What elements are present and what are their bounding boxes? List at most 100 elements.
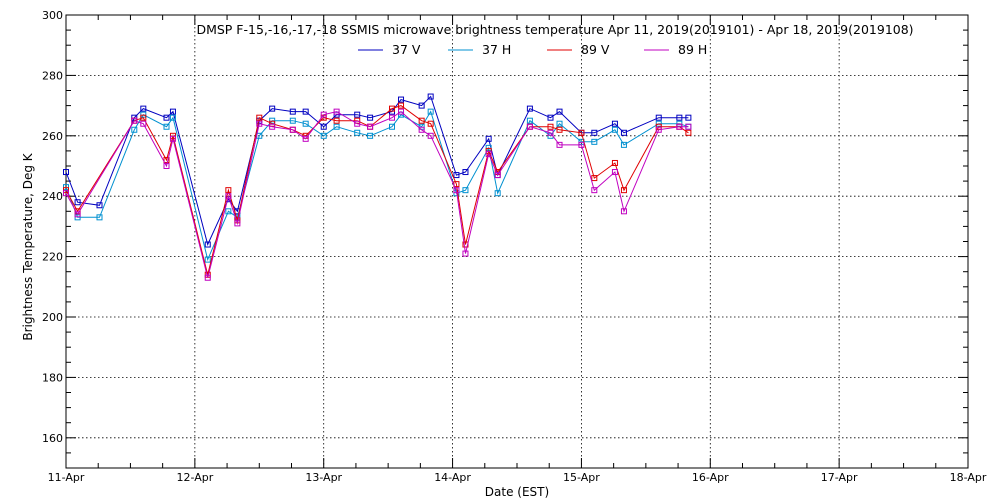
data-point-marker [289,117,296,124]
data-point-marker [485,150,492,157]
data-point-marker [591,175,598,182]
data-point-marker [163,123,170,130]
data-point-marker [140,114,147,121]
data-point-marker [302,135,309,142]
axis-ticks: 160 180 200 220 240 260 280 300 11-Apr 12-Apr 13-A… [42,9,987,484]
data-point-marker [398,108,405,115]
data-point-marker [620,129,627,136]
data-point-marker [354,129,361,136]
data-point-marker [427,132,434,139]
data-point-marker [63,184,69,191]
y-tick-label: 260 [42,130,63,143]
legend-item: 89 V [547,42,610,57]
data-point-marker [96,202,103,209]
series-37-v [63,93,692,248]
data-point-marker [333,108,340,115]
series-line [65,95,689,246]
data-point-marker [526,117,533,124]
data-point-marker [333,117,340,124]
data-point-marker [367,132,374,139]
data-point-marker [320,132,327,139]
data-point-marker [453,172,460,179]
data-point-marker [389,123,396,130]
y-tick-label: 200 [42,311,63,324]
data-point-marker [131,126,138,133]
y-tick-label: 280 [42,69,63,82]
data-point-marker [131,117,138,124]
series-lines [63,93,692,281]
data-point-marker [169,114,176,121]
legend-item: 37 V [358,42,421,57]
data-point-marker [163,156,170,163]
data-point-marker [333,123,340,130]
data-point-marker [140,111,147,118]
data-point-marker [494,190,501,197]
y-tick-label: 300 [42,9,63,22]
data-point-marker [354,120,361,127]
y-tick-label: 220 [42,251,63,264]
data-point-marker [302,108,309,115]
data-point-marker [685,114,692,121]
data-point-marker [354,111,361,118]
data-point-marker [547,129,554,136]
x-tick-label: 18-Apr [950,471,987,484]
data-point-marker [289,126,296,133]
x-axis-label: Date (EST) [485,485,549,499]
data-point-marker [63,169,69,176]
legend-item: 89 H [644,42,707,57]
data-point-marker [269,105,276,112]
x-tick-label: 16-Apr [692,471,729,484]
data-point-marker [676,123,683,130]
data-point-marker [74,199,81,206]
data-point-marker [96,214,103,221]
data-point-marker [225,208,232,215]
data-point-marker [225,187,232,194]
series-line [65,110,689,262]
data-point-marker [204,256,211,263]
y-tick-label: 180 [42,371,63,384]
data-point-marker [526,123,533,130]
data-point-marker [418,126,425,133]
data-point-marker [63,187,69,194]
data-point-marker [547,123,554,130]
x-tick-label: 14-Apr [434,471,471,484]
data-point-marker [389,114,396,121]
data-point-marker [427,108,434,115]
data-point-marker [578,129,585,136]
data-point-marker [591,138,598,145]
data-point-marker [578,141,585,148]
y-tick-label: 160 [42,432,63,445]
data-point-marker [418,102,425,109]
data-point-marker [485,135,492,142]
data-point-marker [169,135,176,142]
data-point-marker [398,96,405,103]
data-point-marker [320,111,327,118]
chart-title: DMSP F-15,-16,-17,-18 SSMIS microwave br… [196,22,913,37]
data-point-marker [611,126,618,133]
data-point-marker [140,105,147,112]
data-point-marker [234,220,241,227]
x-tick-label: 15-Apr [563,471,600,484]
data-point-marker [389,105,396,112]
grid-lines [66,15,968,468]
x-tick-label: 12-Apr [176,471,213,484]
data-point-marker [418,117,425,124]
data-point-marker [204,274,211,281]
data-point-marker [462,250,469,257]
data-point-marker [204,241,211,248]
data-point-marker [367,114,374,121]
series-89-h [63,108,692,281]
x-tick-label: 13-Apr [305,471,342,484]
data-point-marker [556,108,563,115]
data-point-marker [620,187,627,194]
data-point-marker [427,120,434,127]
legend-label: 89 H [678,42,707,57]
data-point-marker [591,129,598,136]
data-point-marker [494,172,501,179]
data-point-marker [302,120,309,127]
y-axis-label: Brightness Temperature, Deg K [21,152,35,340]
plot-frame [65,14,969,469]
data-point-marker [556,120,563,127]
legend-label: 37 H [482,42,511,57]
